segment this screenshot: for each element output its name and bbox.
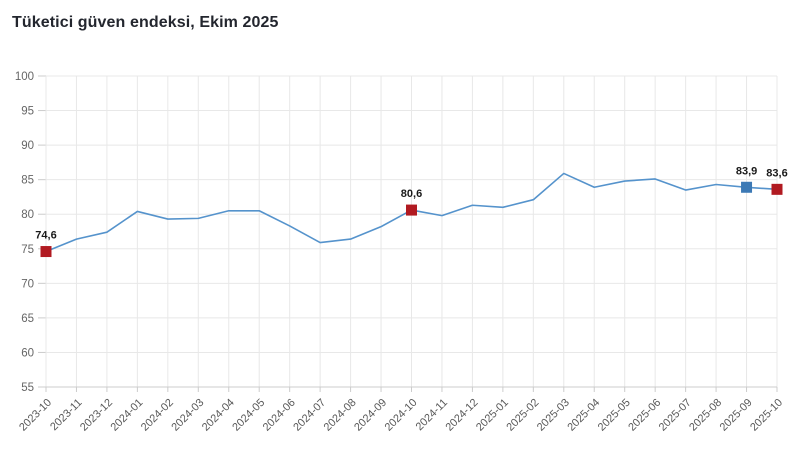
y-tick-label: 85 — [21, 175, 34, 187]
x-tick-label: 2025-01 — [474, 397, 511, 434]
chart-title: Tüketici güven endeksi, Ekim 2025 — [12, 14, 279, 31]
x-tick-label: 2024-04 — [200, 397, 237, 434]
point-label: 80,6 — [401, 188, 422, 200]
point-label: 74,6 — [35, 230, 56, 242]
y-tick-label: 100 — [15, 71, 34, 83]
x-tick-label: 2025-07 — [657, 397, 694, 434]
x-tick-label: 2023-10 — [17, 397, 54, 434]
y-tick-label: 60 — [21, 347, 34, 359]
x-tick-label: 2025-08 — [687, 397, 724, 434]
x-tick-label: 2024-05 — [230, 397, 267, 434]
x-tick-label: 2025-03 — [535, 397, 572, 434]
x-tick-label: 2025-10 — [748, 397, 785, 434]
y-tick-label: 80 — [21, 209, 34, 221]
x-tick-label: 2025-05 — [596, 397, 633, 434]
y-tick-label: 65 — [21, 313, 34, 325]
x-tick-label: 2024-08 — [322, 397, 359, 434]
x-tick-label: 2024-10 — [383, 397, 420, 434]
x-tick-label: 2024-09 — [352, 397, 389, 434]
y-tick-label: 55 — [21, 382, 34, 394]
x-tick-label: 2025-04 — [565, 397, 602, 434]
x-tick-label: 2024-06 — [261, 397, 298, 434]
x-tick-label: 2023-12 — [78, 397, 115, 434]
highlight-marker — [771, 183, 783, 195]
point-label: 83,9 — [736, 165, 757, 177]
point-label: 83,6 — [766, 167, 787, 179]
x-tick-label: 2024-02 — [139, 397, 176, 434]
x-tick-label: 2024-03 — [169, 397, 206, 434]
x-tick-label: 2025-09 — [718, 397, 755, 434]
x-tick-label: 2024-07 — [291, 397, 328, 434]
highlight-marker — [40, 246, 52, 258]
highlight-marker — [741, 181, 753, 193]
highlight-marker — [406, 204, 417, 216]
x-tick-label: 2025-06 — [626, 397, 663, 434]
y-tick-label: 70 — [21, 278, 34, 290]
x-tick-label: 2024-01 — [108, 397, 145, 434]
x-tick-label: 2025-02 — [504, 397, 541, 434]
y-tick-label: 90 — [21, 140, 34, 152]
x-tick-label: 2024-12 — [444, 397, 481, 434]
y-tick-label: 75 — [21, 244, 34, 256]
y-tick-label: 95 — [21, 106, 34, 118]
